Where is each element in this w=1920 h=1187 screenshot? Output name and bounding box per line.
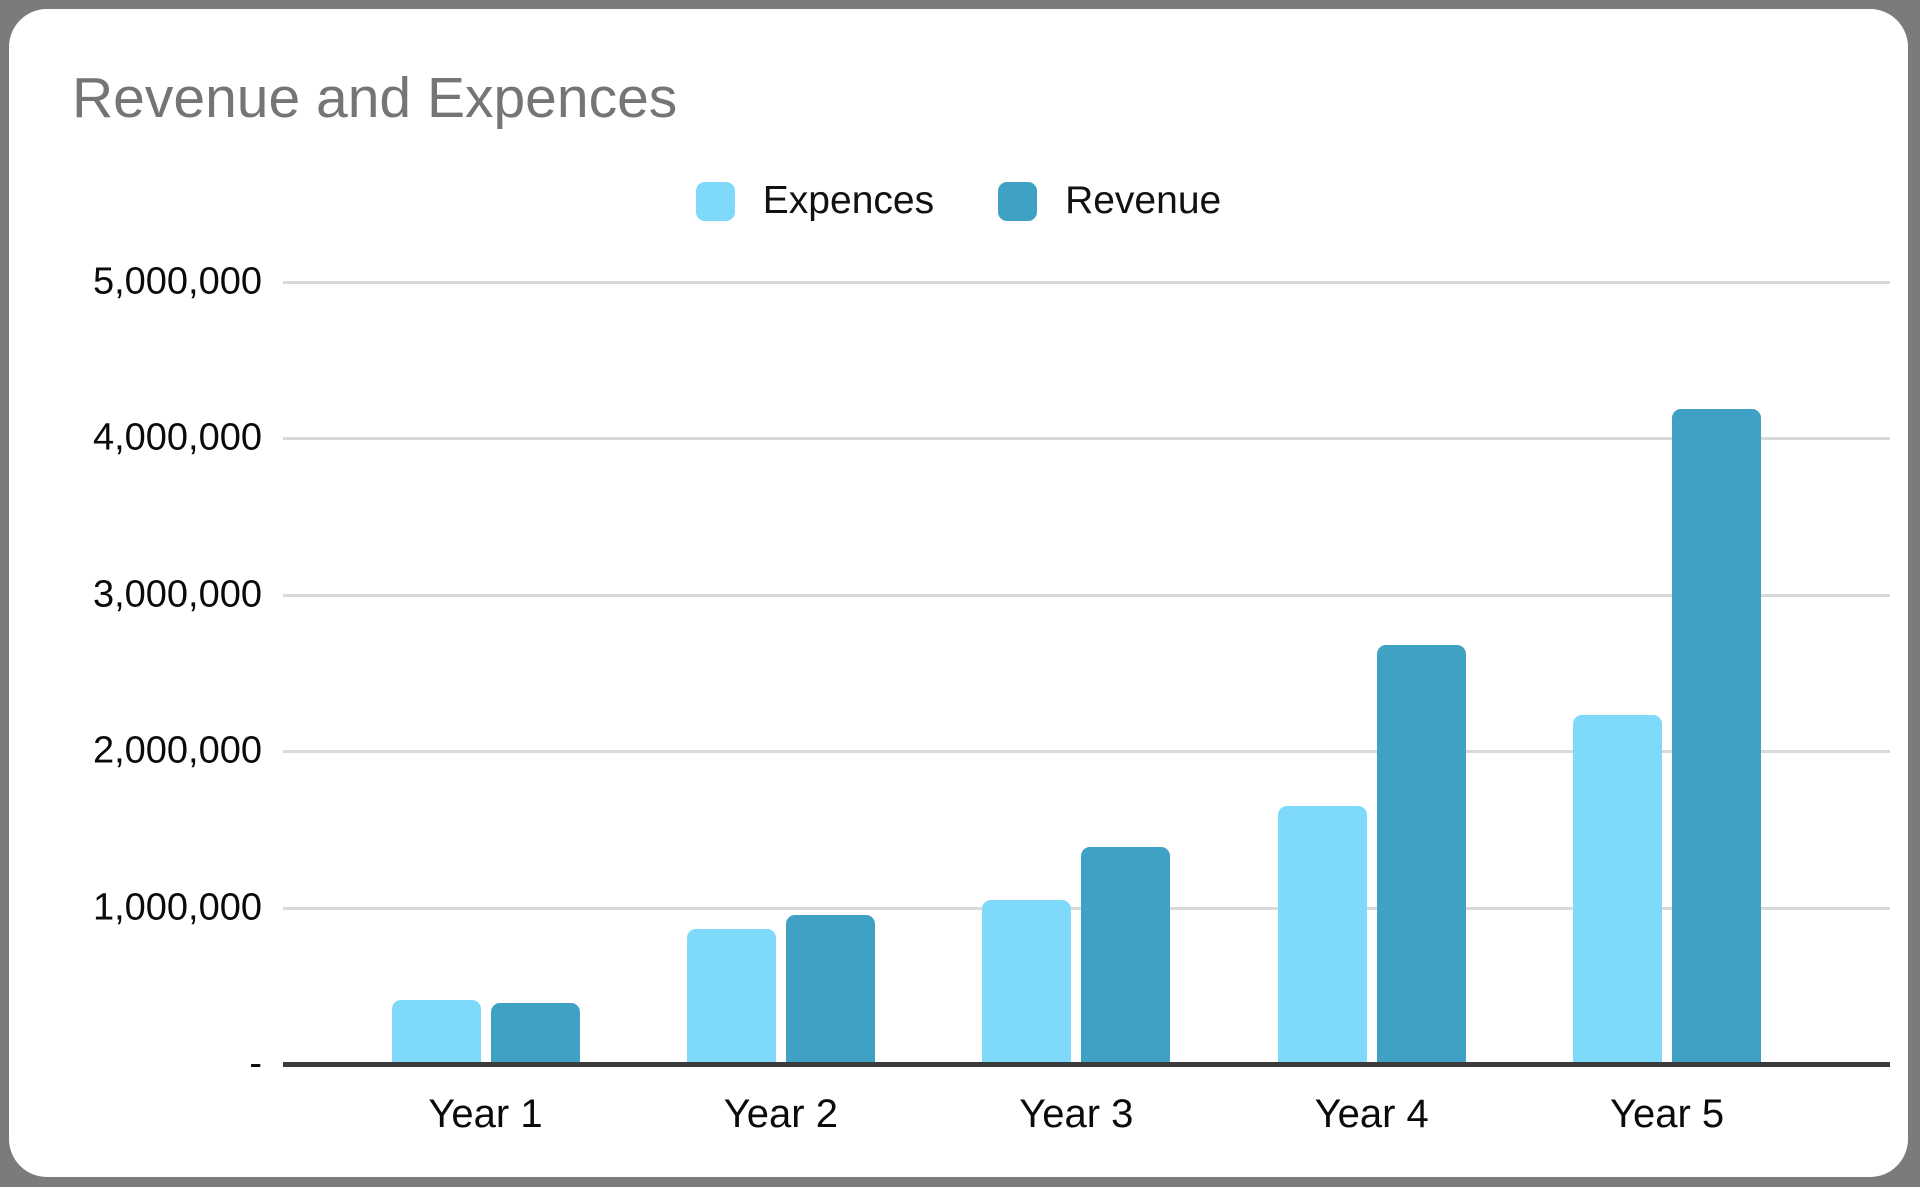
x-axis-category-label: Year 3 bbox=[1019, 1092, 1134, 1136]
x-axis-category-label: Year 1 bbox=[428, 1092, 543, 1136]
bar-revenue-year-4[interactable] bbox=[1376, 645, 1466, 1064]
plot-area: - 1,000,000 2,000,000 3,000,000 4,000,000 5,0… bbox=[9, 9, 1908, 1177]
x-axis-category-label: Year 5 bbox=[1610, 1092, 1725, 1136]
gridline bbox=[283, 437, 1890, 441]
y-axis-tick-label: 2,000,000 bbox=[92, 729, 262, 772]
bar-revenue-year-3[interactable] bbox=[1081, 847, 1171, 1064]
legend-label: Expences bbox=[762, 179, 935, 222]
chart-card[interactable]: Revenue and Expences Expences Revenue - 1,… bbox=[9, 9, 1908, 1177]
x-axis-line bbox=[283, 1062, 1890, 1067]
bar-expences-year-4[interactable] bbox=[1277, 806, 1367, 1064]
legend-swatch-revenue bbox=[998, 181, 1038, 221]
y-axis-tick-label: 4,000,000 bbox=[92, 416, 262, 459]
y-axis-tick-label: 5,000,000 bbox=[92, 260, 262, 303]
legend-item-expences[interactable]: Expences bbox=[695, 179, 935, 223]
gridline bbox=[283, 750, 1890, 754]
y-axis-tick-label: 3,000,000 bbox=[92, 573, 262, 616]
chart-title: Revenue and Expences bbox=[72, 66, 678, 130]
x-axis-category-label: Year 2 bbox=[723, 1092, 838, 1136]
bar-expences-year-2[interactable] bbox=[686, 929, 776, 1064]
x-axis-category-label: Year 4 bbox=[1314, 1092, 1429, 1136]
legend-item-revenue[interactable]: Revenue bbox=[998, 179, 1221, 223]
legend-label: Revenue bbox=[1065, 179, 1222, 222]
bar-expences-year-3[interactable] bbox=[982, 900, 1072, 1064]
bar-revenue-year-2[interactable] bbox=[785, 915, 875, 1064]
y-axis-tick-label: - bbox=[249, 1042, 262, 1085]
legend-swatch-expences bbox=[695, 181, 735, 221]
bar-expences-year-1[interactable] bbox=[391, 1000, 481, 1064]
bar-expences-year-5[interactable] bbox=[1573, 715, 1663, 1064]
bar-revenue-year-1[interactable] bbox=[490, 1003, 580, 1064]
bar-revenue-year-5[interactable] bbox=[1672, 409, 1762, 1064]
chart-legend: Expences Revenue bbox=[9, 179, 1908, 223]
gridline bbox=[283, 281, 1890, 284]
y-axis-tick-label: 1,000,000 bbox=[92, 886, 262, 929]
gridline bbox=[283, 593, 1890, 597]
